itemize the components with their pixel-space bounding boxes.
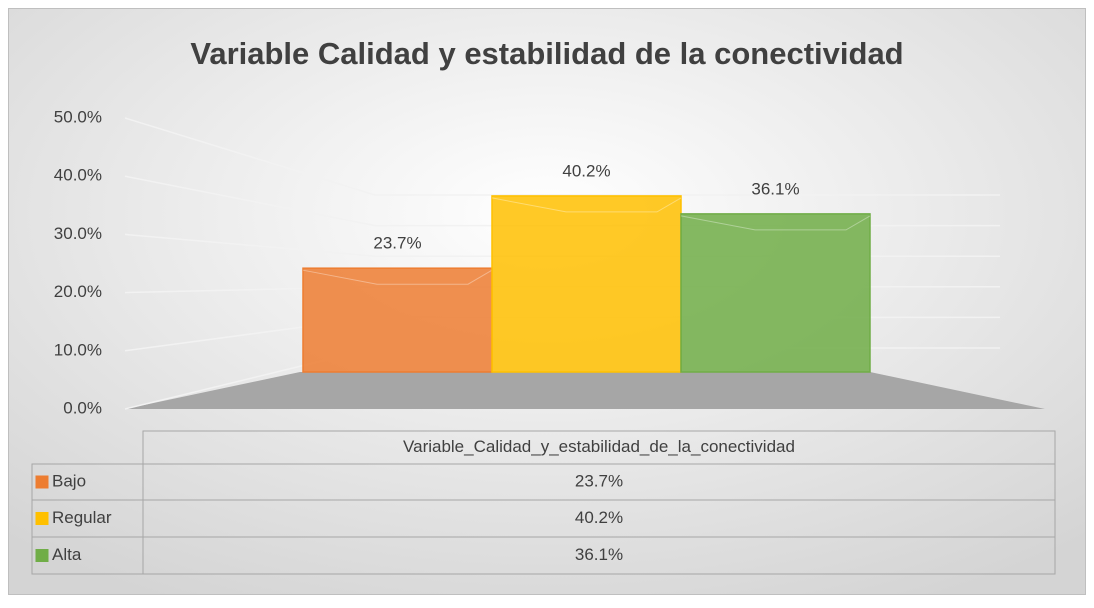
y-tick-label: 0.0% xyxy=(63,398,102,417)
table-header: Variable_Calidad_y_estabilidad_de_la_con… xyxy=(403,437,795,456)
legend-swatch xyxy=(35,475,49,489)
legend-label: Alta xyxy=(52,545,82,564)
legend-swatch xyxy=(35,549,49,562)
data-label: 23.7% xyxy=(373,234,421,253)
data-label: 36.1% xyxy=(751,179,799,198)
legend-swatch xyxy=(35,512,49,525)
table-value: 23.7% xyxy=(575,471,623,490)
bar-edge xyxy=(491,197,682,213)
y-tick-label: 40.0% xyxy=(54,166,102,185)
table-row xyxy=(31,536,1056,575)
table-value: 36.1% xyxy=(575,545,623,564)
y-tick-label: 20.0% xyxy=(54,282,102,301)
bar xyxy=(491,195,682,373)
bar xyxy=(680,213,871,373)
table-value: 40.2% xyxy=(575,508,623,527)
legend-label: Regular xyxy=(52,508,112,527)
bar xyxy=(302,267,493,373)
data-label: 40.2% xyxy=(562,161,610,180)
y-tick-label: 30.0% xyxy=(54,224,102,243)
legend-label: Bajo xyxy=(52,471,86,490)
y-tick-label: 50.0% xyxy=(54,107,102,126)
bar-edge xyxy=(680,215,871,231)
bar-edge xyxy=(302,269,493,285)
floor xyxy=(125,372,1045,409)
chart-title: Variable Calidad y estabilidad de la con… xyxy=(190,36,903,71)
grid-line xyxy=(124,117,1000,196)
y-tick-label: 10.0% xyxy=(54,340,102,359)
